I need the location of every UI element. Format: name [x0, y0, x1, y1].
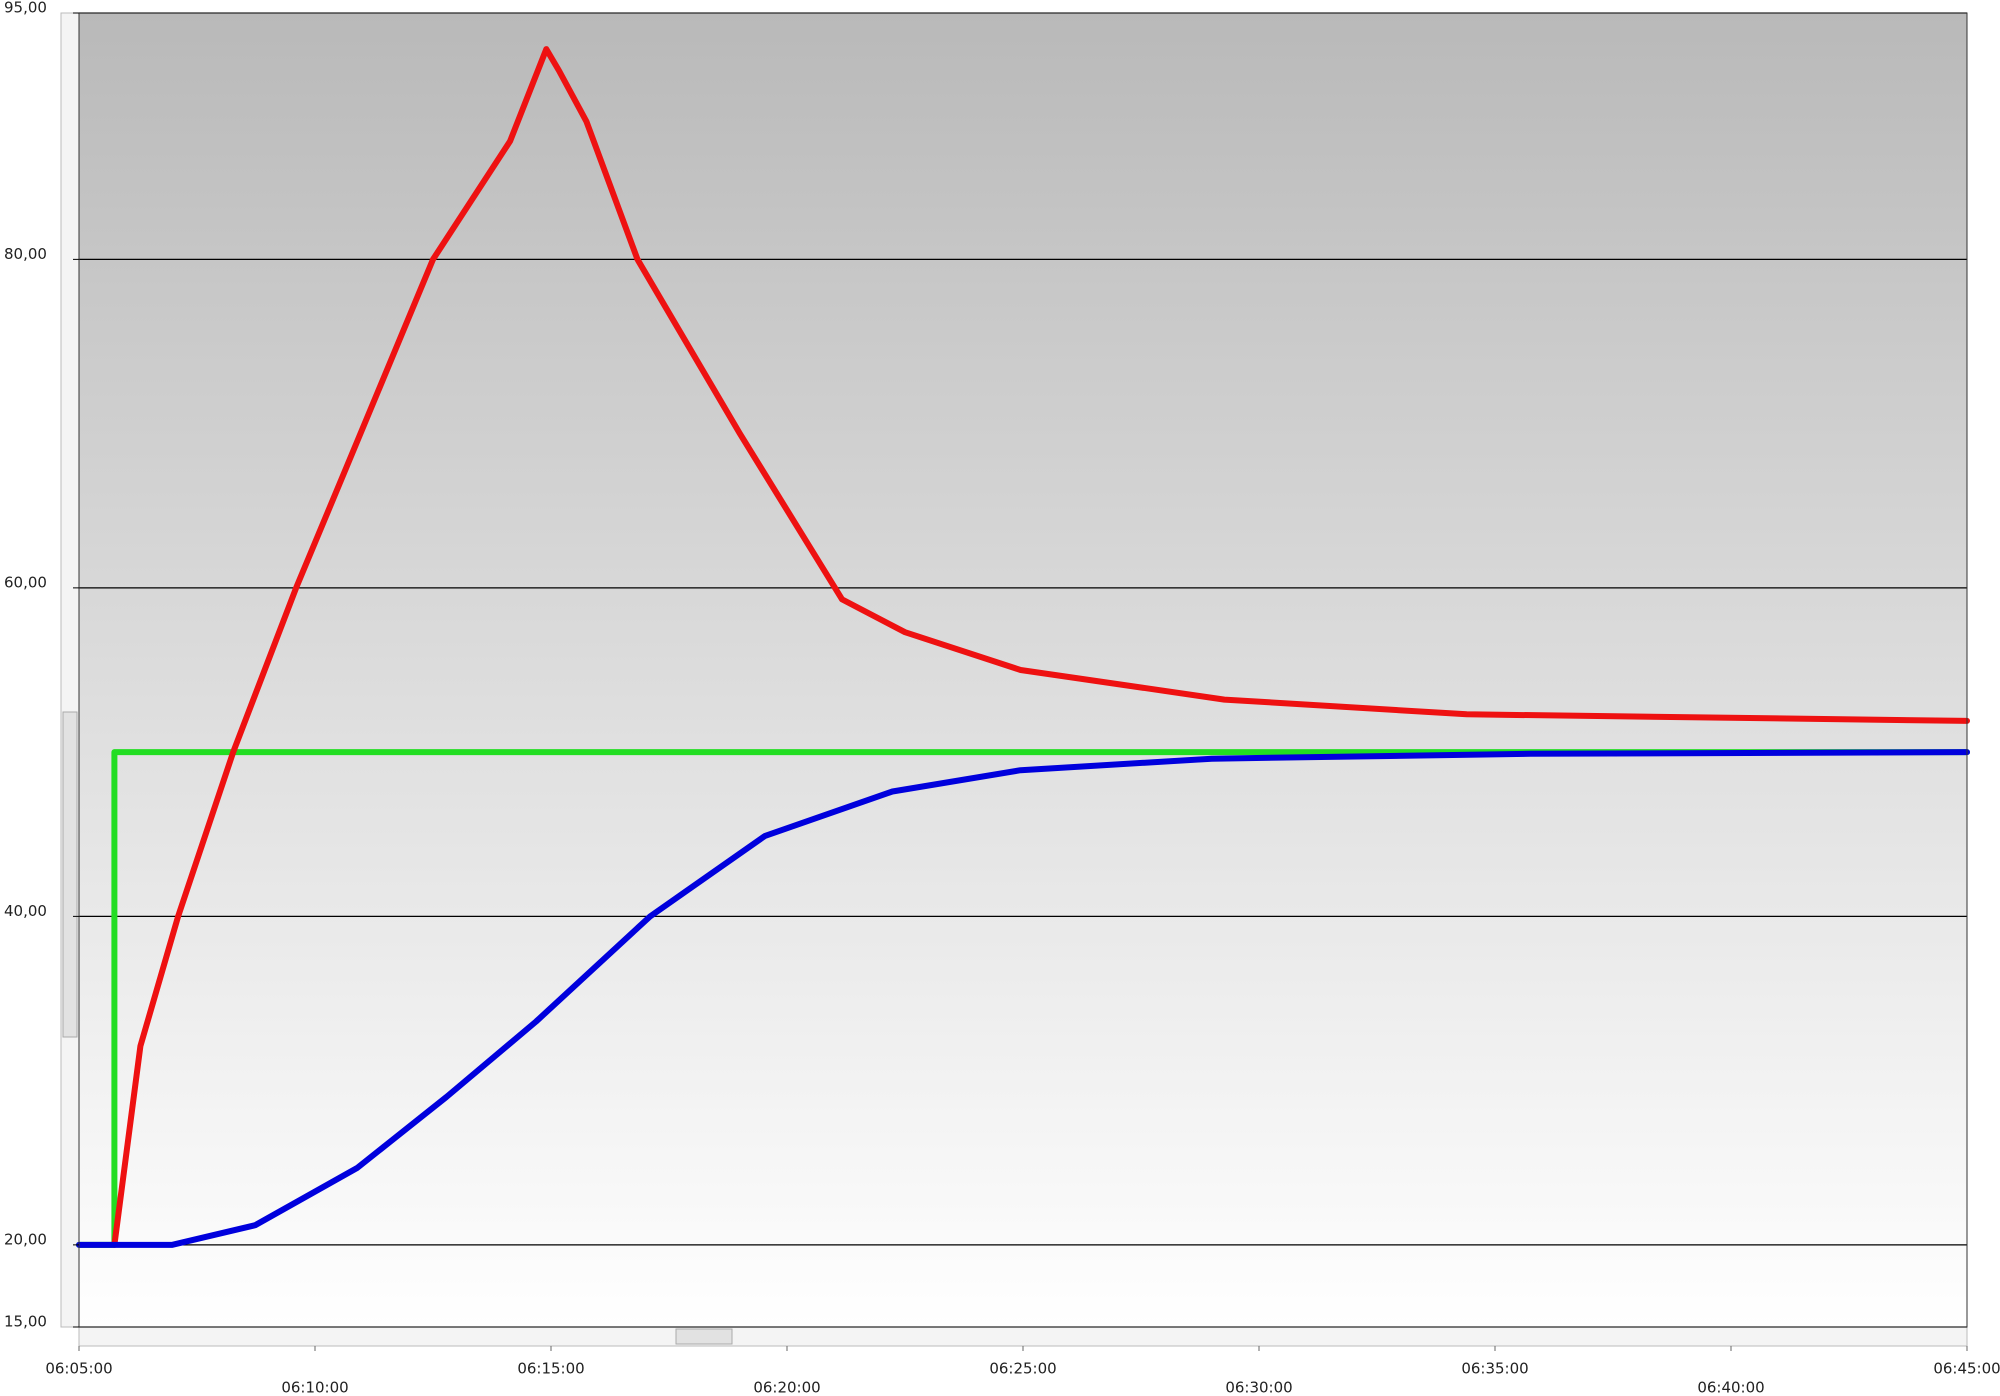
- horizontal-scroll-thumb[interactable]: [675, 1328, 733, 1345]
- x-tick-label: 06:15:00: [517, 1360, 584, 1378]
- y-tick-label: 40,00: [4, 902, 47, 920]
- y-tick-label: 20,00: [4, 1230, 47, 1248]
- x-tick-label: 06:05:00: [45, 1360, 112, 1378]
- x-tick-label: 06:40:00: [1697, 1379, 1764, 1396]
- x-tick-label: 06:35:00: [1461, 1360, 1528, 1378]
- y-tick-label: 80,00: [4, 245, 47, 263]
- x-tick-label: 06:30:00: [1225, 1379, 1292, 1396]
- x-tick-label: 06:10:00: [281, 1379, 348, 1396]
- x-tick-label: 06:25:00: [989, 1360, 1056, 1378]
- axis-labels: 15,00 20,00 40,00 60,00 80,00 95,00 06:05:00 06…: [4, 0, 2000, 1396]
- y-tick-label: 15,00: [4, 1313, 47, 1331]
- series-line: [76, 749, 1970, 1248]
- x-tick-label: 06:45:00: [1933, 1360, 2000, 1378]
- y-tick-label: 95,00: [4, 0, 47, 17]
- y-tick-label: 60,00: [4, 573, 47, 591]
- series-line: [111, 46, 1970, 1248]
- x-tick-label: 06:20:00: [753, 1379, 820, 1396]
- vertical-scrollbar[interactable]: [60, 12, 80, 1328]
- horizontal-scrollbar[interactable]: [78, 1326, 1968, 1347]
- series-lines: [76, 46, 1970, 1248]
- plot-border: [78, 12, 1968, 1328]
- vertical-scroll-thumb[interactable]: [62, 711, 78, 1038]
